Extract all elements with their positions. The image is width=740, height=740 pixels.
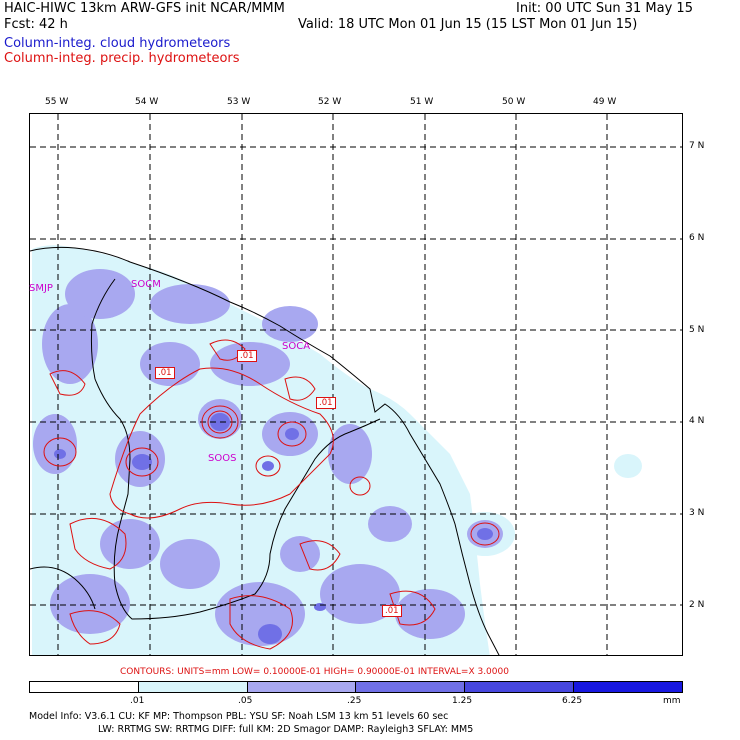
model-title: HAIC-HIWC 13km ARW-GFS init NCAR/MMM [4, 1, 285, 16]
legend-swatch [574, 682, 682, 692]
lat-label: 2 N [689, 600, 705, 610]
lat-lon-grid [30, 114, 682, 655]
lon-label: 53 W [227, 97, 251, 107]
country-border [30, 566, 96, 610]
lon-label: 51 W [410, 97, 434, 107]
lat-label: 7 N [689, 141, 705, 151]
country-border [90, 278, 381, 620]
legend-tick: 1.25 [452, 696, 473, 706]
lat-label: 5 N [689, 325, 705, 335]
legend-tick: .05 [238, 696, 253, 706]
lon-label: 49 W [593, 97, 617, 107]
precip-contours [43, 339, 500, 650]
legend-tick: .01 [130, 696, 145, 706]
legend-swatch [138, 682, 248, 692]
station-label: SOCM [131, 279, 161, 290]
field-cloud-label: Column-integ. cloud hydrometeors [4, 36, 231, 51]
init-time: Init: 00 UTC Sun 31 May 15 [516, 1, 693, 16]
lon-label: 50 W [502, 97, 526, 107]
valid-time: Valid: 18 UTC Mon 01 Jun 15 (15 LST Mon … [298, 17, 638, 32]
lon-label: 54 W [135, 97, 159, 107]
contour-value-box: .01 [316, 397, 336, 409]
lon-label: 52 W [318, 97, 342, 107]
lat-label: 6 N [689, 233, 705, 243]
forecast-hour: Fcst: 42 h [4, 17, 68, 32]
model-info-line2: LW: RRTMG SW: RRTMG DIFF: full KM: 2D Sm… [98, 724, 474, 735]
field-precip-label: Column-integ. precip. hydrometeors [4, 51, 240, 66]
legend-swatch [356, 682, 466, 692]
map-plot [29, 113, 683, 656]
color-legend-bar [29, 681, 683, 693]
model-info-line1: Model Info: V3.6.1 CU: KF MP: Thompson P… [29, 711, 449, 722]
contour-value-box: .01 [382, 605, 402, 617]
station-label: SOOS [208, 453, 237, 464]
legend-swatch [465, 682, 575, 692]
coastline [30, 246, 500, 655]
legend-swatch [30, 682, 139, 692]
map-canvas [30, 114, 682, 655]
legend-tick: .25 [347, 696, 362, 706]
station-label: SMJP [29, 283, 53, 294]
lat-label: 4 N [689, 416, 705, 426]
station-label: SOCA [282, 341, 311, 352]
lat-label: 3 N [689, 508, 705, 518]
cloud-shading-medium [33, 269, 503, 646]
contour-value-box: .01 [155, 367, 175, 379]
legend-unit: mm [663, 696, 681, 706]
contour-value-box: .01 [237, 350, 257, 362]
lon-label: 55 W [45, 97, 69, 107]
legend-swatch [247, 682, 357, 692]
contour-info: CONTOURS: UNITS=mm LOW= 0.10000E-01 HIGH… [120, 667, 509, 677]
legend-tick: 6.25 [562, 696, 583, 706]
